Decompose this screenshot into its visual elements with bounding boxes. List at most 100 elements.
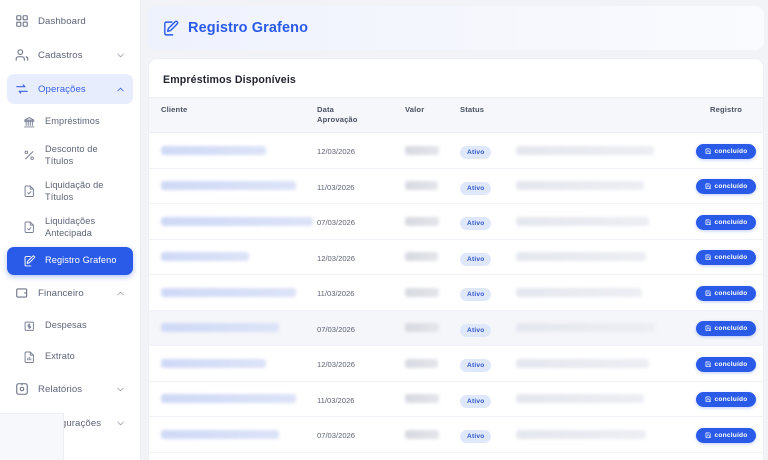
cell-valor <box>405 203 460 240</box>
col-header-extra <box>516 97 686 133</box>
col-header-data[interactable]: Data Aprovação <box>317 97 405 133</box>
concluido-label: concluído <box>714 325 748 332</box>
concluido-label: concluído <box>714 218 748 226</box>
concluido-label: concluído <box>714 183 748 190</box>
sidebar-item-label: Extrato <box>45 351 75 362</box>
table-row[interactable]: 11/03/2026 Ativo concluído <box>149 168 763 204</box>
extra-placeholder <box>516 145 654 155</box>
chevron-down-icon[interactable] <box>115 418 126 429</box>
extra-placeholder <box>516 181 644 191</box>
card-title: Empréstimos Disponíveis <box>163 74 296 86</box>
table-row[interactable]: 07/03/2026 Ativo concluído <box>149 416 763 453</box>
concluido-button[interactable]: concluído <box>695 321 757 336</box>
cell-registro: concluído <box>686 239 763 275</box>
concluido-label: concluído <box>714 254 748 261</box>
status-badge: Ativo <box>460 359 492 373</box>
table-row[interactable]: 07/03/2026 Ativo concluído <box>149 310 763 346</box>
table-row[interactable]: 12/03/2026 Ativo concluído <box>149 132 763 169</box>
valor-placeholder <box>405 394 439 404</box>
money-icon <box>23 320 36 333</box>
cell-cliente <box>149 203 317 240</box>
cell-registro: concluído <box>686 168 763 204</box>
sidebar-item-extrato[interactable]: Extrato <box>7 343 133 371</box>
sidebar-item-label: Operações <box>38 83 86 95</box>
extra-placeholder <box>516 323 655 333</box>
extra-placeholder <box>516 252 646 262</box>
file-check-icon <box>23 221 36 234</box>
sidebar-item-relat-rios[interactable]: Relatórios <box>7 374 133 404</box>
status-badge: Ativo <box>460 430 492 444</box>
cell-registro: concluído <box>686 310 763 346</box>
cell-extra <box>516 345 686 382</box>
col-header-cliente[interactable]: Cliente <box>149 97 317 133</box>
cell-extra <box>516 239 686 275</box>
cell-registro: concluído <box>686 381 763 417</box>
chevron-up-icon[interactable] <box>115 84 126 95</box>
sidebar-item-financeiro[interactable]: Financeiro <box>7 278 133 308</box>
save-icon <box>705 219 712 226</box>
cell-data: 07/03/2026 <box>317 416 405 453</box>
sidebar-item-dashboard[interactable]: Dashboard <box>7 6 133 36</box>
main-content: Registro Grafeno Empréstimos Disponíveis… <box>141 0 768 460</box>
file-edit-icon <box>23 255 36 268</box>
col-header-registro[interactable]: Registro <box>686 97 763 133</box>
cliente-placeholder <box>161 216 313 226</box>
cell-extra <box>516 168 686 204</box>
extra-placeholder <box>516 429 646 439</box>
extra-placeholder <box>516 394 644 404</box>
concluido-button[interactable]: concluído <box>695 356 757 372</box>
concluido-button[interactable]: concluído <box>695 214 757 230</box>
status-badge: Ativo <box>460 146 492 160</box>
chevron-down-icon[interactable] <box>115 384 126 395</box>
concluido-button[interactable]: concluído <box>695 179 757 194</box>
sidebar-item-liquida-o-de-t-tulos[interactable]: Liquidação de Títulos <box>7 175 133 208</box>
concluido-button[interactable]: concluído <box>695 143 757 159</box>
cell-valor <box>405 416 460 453</box>
table-body: 12/03/2026 Ativo concluído 11/03/2026 Ativo c… <box>149 132 763 453</box>
cell-cliente <box>149 239 317 275</box>
bank-icon <box>23 116 36 129</box>
file-check-icon <box>23 185 36 198</box>
col-header-valor[interactable]: Valor <box>405 97 460 133</box>
file-chart-icon <box>23 351 36 364</box>
table-row[interactable]: 11/03/2026 Ativo concluído <box>149 381 763 417</box>
cell-valor <box>405 274 460 311</box>
sidebar-item-cadastros[interactable]: Cadastros <box>7 40 133 70</box>
extra-placeholder <box>516 287 642 297</box>
cell-valor <box>405 310 460 346</box>
concluido-button[interactable]: concluído <box>695 250 757 265</box>
cell-registro: concluído <box>686 345 763 382</box>
chevron-up-icon[interactable] <box>115 288 126 299</box>
table-row[interactable]: 12/03/2026 Ativo concluído <box>149 345 763 382</box>
sidebar-item-opera-es[interactable]: Operações <box>7 74 133 104</box>
col-header-status[interactable]: Status <box>460 97 516 133</box>
sidebar-item-despesas[interactable]: Despesas <box>7 312 133 340</box>
concluido-button[interactable]: concluído <box>695 285 757 301</box>
concluido-button[interactable]: concluído <box>695 427 757 443</box>
sidebar-item-liquida-es-antecipada[interactable]: Liquidações Antecipada <box>7 211 133 244</box>
cliente-placeholder <box>161 394 296 404</box>
cliente-placeholder <box>161 252 249 262</box>
concluido-label: concluído <box>714 431 748 439</box>
sidebar-item-desconto-de-t-tulos[interactable]: Desconto de Títulos <box>7 139 133 172</box>
cell-extra <box>516 203 686 240</box>
data-aprovacao-value: 11/03/2026 <box>317 289 355 299</box>
concluido-label: concluído <box>714 289 748 297</box>
cell-data: 11/03/2026 <box>317 168 405 204</box>
concluido-label: concluído <box>714 396 748 403</box>
chevron-down-icon[interactable] <box>115 50 126 61</box>
sidebar-item-label: Empréstimos <box>45 116 100 127</box>
table-row[interactable]: 11/03/2026 Ativo concluído <box>149 274 763 311</box>
cell-cliente <box>149 132 317 169</box>
sidebar-item-label: Relatórios <box>38 383 83 395</box>
sidebar: Dashboard Cadastros Operações Empréstimos De… <box>0 0 141 460</box>
table-row[interactable]: 07/03/2026 Ativo concluído <box>149 203 763 240</box>
cliente-placeholder <box>161 181 296 191</box>
sidebar-item-registro-grafeno[interactable]: Registro Grafeno <box>7 247 133 275</box>
sidebar-item-empr-stimos[interactable]: Empréstimos <box>7 108 133 136</box>
cell-extra <box>516 310 686 346</box>
concluido-button[interactable]: concluído <box>695 392 757 407</box>
data-aprovacao-value: 12/03/2026 <box>317 253 356 263</box>
table-row[interactable]: 12/03/2026 Ativo concluído <box>149 239 763 275</box>
valor-placeholder <box>405 358 438 368</box>
